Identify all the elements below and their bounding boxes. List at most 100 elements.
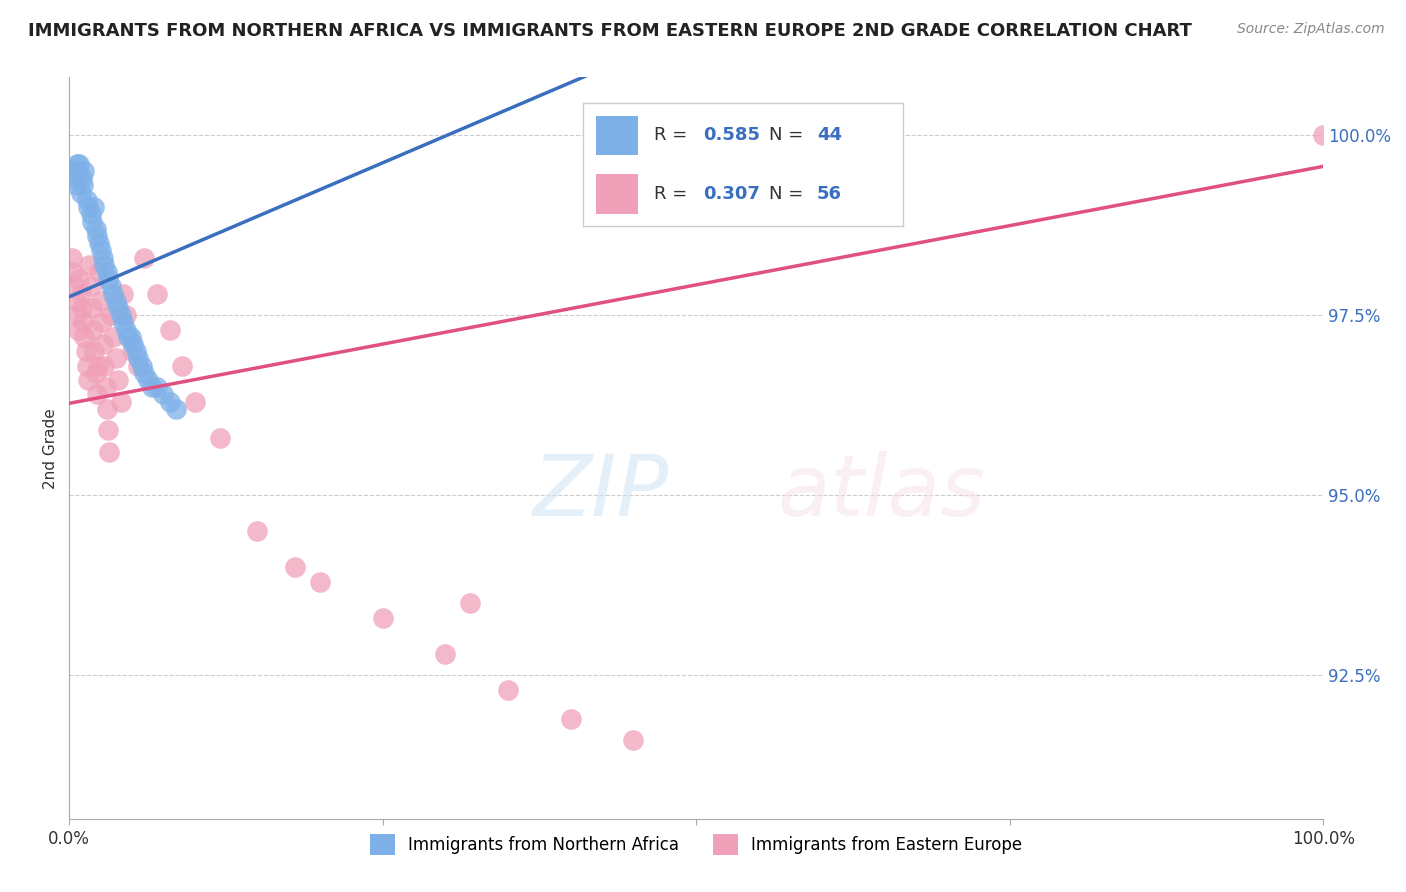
Point xyxy=(66,322,89,336)
Point xyxy=(90,315,112,329)
Point xyxy=(91,337,114,351)
Point xyxy=(112,315,135,329)
Point xyxy=(67,157,90,171)
Text: atlas: atlas xyxy=(778,451,986,534)
Point xyxy=(98,445,121,459)
Point xyxy=(134,366,156,380)
Point xyxy=(77,200,100,214)
Point xyxy=(86,387,108,401)
Point xyxy=(69,286,91,301)
Point xyxy=(623,733,645,747)
Point xyxy=(183,394,205,409)
Point xyxy=(80,301,103,315)
Point xyxy=(120,330,142,344)
Point xyxy=(91,251,114,265)
Point xyxy=(66,308,89,322)
Point xyxy=(77,373,100,387)
Point xyxy=(172,359,194,373)
Point xyxy=(72,315,94,329)
Point xyxy=(100,279,122,293)
Point xyxy=(127,351,149,366)
Point xyxy=(87,359,110,373)
Point xyxy=(810,128,832,142)
Point xyxy=(97,272,120,286)
Point xyxy=(165,401,187,416)
Point xyxy=(62,164,84,178)
Point xyxy=(83,200,105,214)
Point xyxy=(63,279,86,293)
Point xyxy=(107,301,129,315)
Point xyxy=(110,308,132,322)
Point xyxy=(1312,128,1334,142)
Legend: Immigrants from Northern Africa, Immigrants from Eastern Europe: Immigrants from Northern Africa, Immigra… xyxy=(361,826,1031,863)
Point xyxy=(73,330,96,344)
Point xyxy=(73,164,96,178)
Text: IMMIGRANTS FROM NORTHERN AFRICA VS IMMIGRANTS FROM EASTERN EUROPE 2ND GRADE CORR: IMMIGRANTS FROM NORTHERN AFRICA VS IMMIG… xyxy=(28,22,1192,40)
Point xyxy=(121,344,143,359)
Point xyxy=(70,301,93,315)
Text: ZIP: ZIP xyxy=(533,451,669,534)
Point xyxy=(96,401,118,416)
Point xyxy=(96,265,118,279)
Point xyxy=(90,293,112,308)
Point xyxy=(146,380,169,394)
Point xyxy=(104,293,127,308)
Point xyxy=(114,322,136,336)
Point xyxy=(101,286,124,301)
Point xyxy=(112,286,135,301)
Point xyxy=(69,186,91,200)
Point xyxy=(127,359,149,373)
Point xyxy=(159,322,181,336)
Point xyxy=(159,394,181,409)
Point xyxy=(72,178,94,193)
Point xyxy=(496,682,519,697)
Text: Source: ZipAtlas.com: Source: ZipAtlas.com xyxy=(1237,22,1385,37)
Point xyxy=(141,380,163,394)
Point xyxy=(114,308,136,322)
Point xyxy=(62,265,84,279)
Point xyxy=(94,380,117,394)
Point xyxy=(101,330,124,344)
Point xyxy=(107,373,129,387)
Point xyxy=(146,286,169,301)
Point xyxy=(371,611,394,625)
Point xyxy=(110,394,132,409)
Point xyxy=(84,221,107,235)
Point xyxy=(309,574,332,589)
Point xyxy=(208,431,231,445)
Point xyxy=(70,171,93,186)
Point xyxy=(65,293,87,308)
Point xyxy=(79,207,101,221)
Point xyxy=(97,424,120,438)
Point xyxy=(76,359,98,373)
Point xyxy=(460,596,482,610)
Point xyxy=(104,351,127,366)
Point xyxy=(117,330,139,344)
Point xyxy=(80,214,103,228)
Point xyxy=(65,178,87,193)
Point xyxy=(93,258,115,272)
Point xyxy=(89,265,111,279)
Point xyxy=(79,258,101,272)
Point xyxy=(66,157,89,171)
Point xyxy=(125,344,148,359)
Point xyxy=(83,344,105,359)
Point xyxy=(152,387,174,401)
Y-axis label: 2nd Grade: 2nd Grade xyxy=(44,408,58,489)
Point xyxy=(89,236,111,251)
Point xyxy=(246,524,269,539)
Point xyxy=(560,712,582,726)
Point xyxy=(90,244,112,258)
Point xyxy=(136,373,159,387)
Point xyxy=(63,171,86,186)
Point xyxy=(93,359,115,373)
Point xyxy=(66,164,89,178)
Point xyxy=(82,322,104,336)
Point xyxy=(75,344,97,359)
Point xyxy=(134,251,156,265)
Point xyxy=(434,647,457,661)
Point xyxy=(79,279,101,293)
Point xyxy=(100,308,122,322)
Point xyxy=(86,228,108,243)
Point xyxy=(131,359,153,373)
